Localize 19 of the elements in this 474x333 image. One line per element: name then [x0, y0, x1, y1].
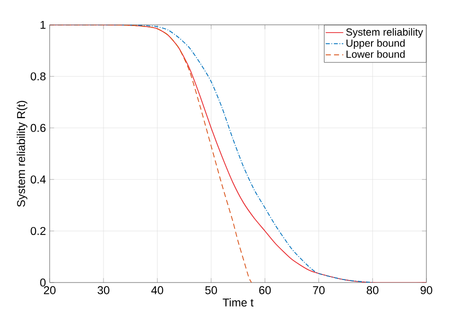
x-tick-label: 50 — [205, 286, 217, 294]
x-tick-label: 70 — [313, 286, 325, 294]
x-tick-label: 90 — [420, 286, 432, 294]
x-axis-title: Time t — [222, 298, 254, 306]
y-tick-label: 0 — [40, 278, 46, 286]
legend-label: Upper bound — [346, 39, 405, 49]
legend-label: System reliability — [346, 28, 424, 38]
y-tick-label: 0.4 — [30, 175, 46, 184]
x-tick-label: 20 — [44, 286, 56, 294]
x-tick-label: 60 — [259, 286, 271, 294]
y-tick-label: 1 — [40, 20, 46, 29]
y-tick-label: 0.2 — [30, 226, 46, 235]
legend-label: Lower bound — [346, 50, 405, 58]
x-tick-label: 30 — [98, 286, 110, 294]
x-tick-label: 40 — [151, 286, 164, 294]
y-axis-title: System reliability R(t) — [16, 100, 28, 207]
x-tick-label: 80 — [366, 286, 378, 294]
y-tick-label: 0.8 — [30, 72, 46, 80]
y-tick-label: 0.6 — [30, 124, 46, 132]
